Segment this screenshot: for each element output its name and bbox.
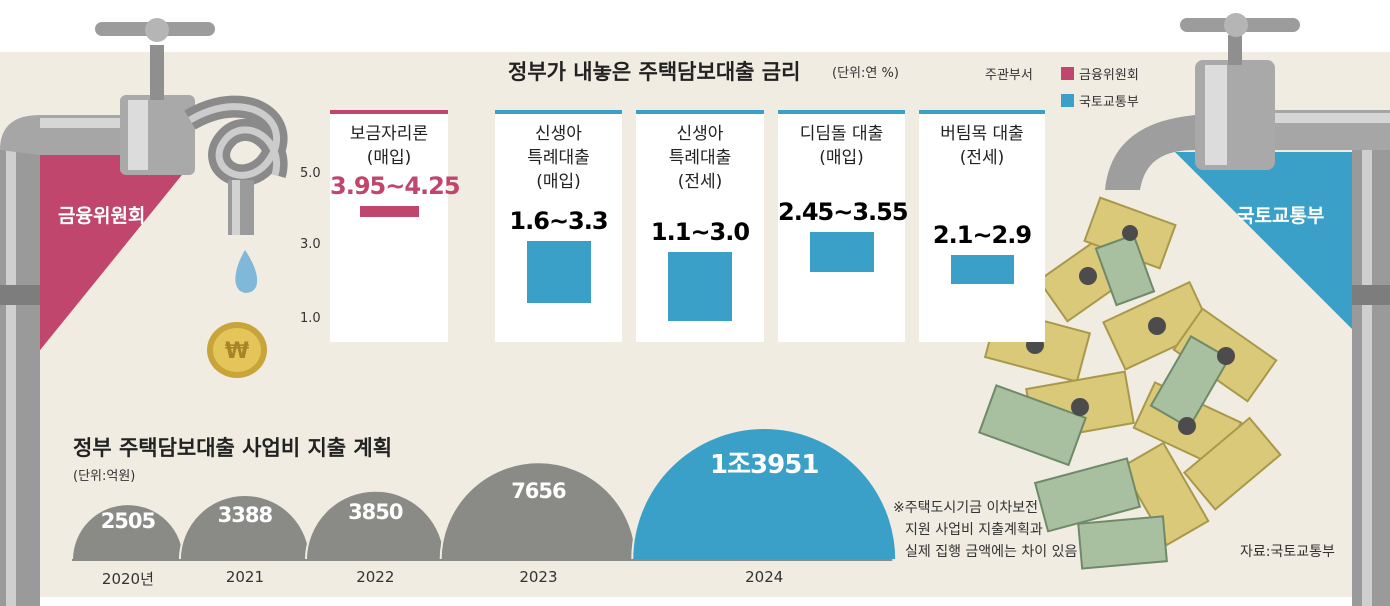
svg-text:₩: ₩ — [225, 339, 249, 364]
left-dept-triangle — [28, 150, 190, 365]
rate-range-label: 1.6~3.3 — [509, 207, 608, 235]
won-coin-icon: ₩ — [207, 322, 267, 378]
card-title: 버팀목 대출 — [940, 124, 1024, 144]
spending-value-label: 7656 — [511, 479, 566, 504]
spending-year-label: 2023 — [519, 568, 558, 586]
card-title: 신생아 — [535, 124, 582, 144]
spending-semicircle — [631, 427, 898, 561]
card-title: 보금자리론 — [349, 124, 429, 144]
water-drop-icon — [235, 250, 258, 293]
spending-value-label: 3850 — [348, 499, 403, 524]
source-label: 자료:국토교통부 — [1240, 544, 1335, 560]
faucet-icon — [1105, 13, 1300, 190]
rate-card-newborn-jeonse: 신생아 특례대출 (전세) 1.1~3.0 — [636, 110, 764, 342]
right-pipe — [1260, 110, 1390, 606]
spending-semicircle — [70, 503, 185, 561]
rate-bar — [810, 232, 874, 272]
footnote-line: 지원 사업비 지출계획과 — [905, 522, 1043, 538]
rate-card-newborn-purchase: 신생아 특례대출 (매입) 1.6~3.3 — [495, 110, 622, 342]
rate-bar — [951, 255, 1014, 284]
spending-year-label: 2021 — [225, 568, 264, 586]
rate-chart-unit: (단위:연 %) — [832, 66, 899, 81]
spending-semicircle — [304, 489, 446, 561]
rate-bar — [360, 206, 419, 217]
spending-value-label: 3388 — [217, 502, 273, 527]
left-dept-label: 금융위원회 — [58, 205, 146, 227]
footnote-line: 실제 집행 금액에는 차이 있음 — [905, 544, 1078, 560]
card-title-line2: 특례대출 — [527, 148, 590, 168]
spending-semicircle — [178, 494, 311, 561]
legend-swatch-fsc — [1061, 67, 1074, 80]
faucet-knotted-icon — [95, 18, 288, 235]
legend-title: 주관부서 — [985, 68, 1033, 83]
rate-chart-title: 정부가 내놓은 주택담보대출 금리 — [508, 60, 801, 84]
rate-range-label: 3.95~4.25 — [330, 172, 461, 200]
footnote-line: ※주택도시기금 이차보전 — [893, 500, 1038, 516]
left-pipe — [0, 115, 130, 606]
spending-chart — [70, 427, 898, 561]
right-dept-label: 국토교통부 — [1237, 205, 1325, 227]
rate-bar — [668, 252, 732, 321]
spending-value-label: 2505 — [100, 509, 156, 534]
legend-swatch-molit — [1061, 94, 1074, 107]
spending-chart-unit: (단위:억원) — [73, 469, 136, 484]
card-sub: (매입) — [366, 148, 412, 168]
rate-range-label: 1.1~3.0 — [650, 218, 750, 246]
card-sub: (매입) — [819, 148, 864, 168]
rate-card-bogeumjari: 보금자리론 (매입) 3.95~4.25 — [330, 110, 461, 342]
y-tick: 5.0 — [300, 166, 321, 181]
legend-label-molit: 국토교통부 — [1079, 95, 1139, 110]
card-sub: (매입) — [536, 172, 581, 192]
right-dept-triangle — [1175, 152, 1368, 345]
banknotes-icon — [978, 196, 1282, 570]
card-sub: (전세) — [959, 148, 1005, 168]
spending-year-label: 2022 — [356, 568, 395, 586]
spending-chart-title: 정부 주택담보대출 사업비 지출 계획 — [73, 436, 393, 460]
spending-semicircle — [439, 461, 638, 561]
spending-value-label: 1조3951 — [710, 450, 819, 481]
card-title-line2: 특례대출 — [668, 148, 732, 168]
legend-label-fsc: 금융위원회 — [1079, 68, 1139, 83]
y-tick: 1.0 — [300, 311, 321, 326]
rate-range-label: 2.1~2.9 — [932, 221, 1032, 249]
card-sub: (전세) — [677, 172, 723, 192]
rate-card-beotimmok: 버팀목 대출 (전세) 2.1~2.9 — [919, 110, 1045, 342]
rate-bar — [527, 241, 591, 303]
rate-range-label: 2.45~3.55 — [778, 198, 909, 226]
card-title: 디딤돌 대출 — [799, 124, 884, 144]
spending-year-label: 2020년 — [101, 570, 154, 588]
y-tick: 3.0 — [300, 237, 321, 252]
card-title: 신생아 — [676, 124, 724, 144]
rate-card-didimdol: 디딤돌 대출 (매입) 2.45~3.55 — [778, 110, 909, 342]
spending-year-label: 2024 — [745, 568, 784, 586]
